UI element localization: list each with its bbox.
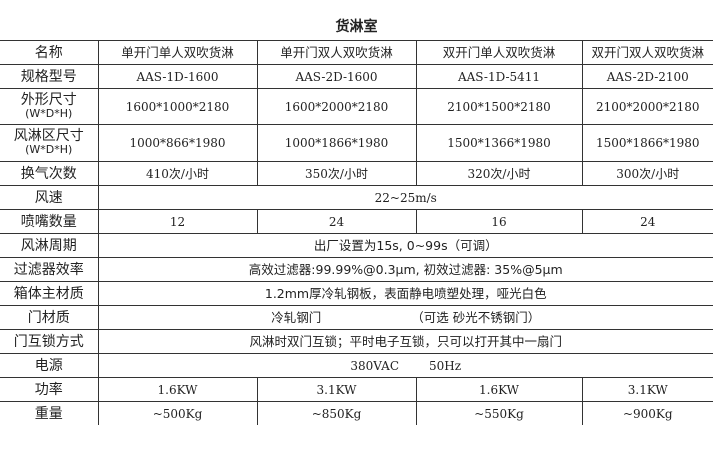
header-cell: 单开门双人双吹货淋 <box>256 40 417 65</box>
cell: AAS-1D-1600 <box>97 64 258 89</box>
table-row: 重量 ~500Kg ~850Kg ~550Kg ~900Kg <box>0 401 713 425</box>
spec-table: 名称 单开门单人双吹货淋 单开门双人双吹货淋 双开门单人双吹货淋 双开门双人双吹… <box>0 40 713 425</box>
cell: 1.2mm厚冷轧钢板，表面静电喷塑处理，哑光白色 <box>97 281 713 306</box>
row-label: 外形尺寸 (W*D*H) <box>0 88 99 125</box>
cell: 1000*866*1980 <box>97 124 258 162</box>
table-row: 风淋区尺寸 (W*D*H) 1000*866*1980 1000*1866*198… <box>0 124 713 162</box>
row-label: 箱体主材质 <box>0 281 99 306</box>
cell: 风淋时双门互锁；平时电子互锁，只可以打开其中一扇门 <box>97 329 713 354</box>
cell: ~550Kg <box>415 401 583 425</box>
header-cell: 单开门单人双吹货淋 <box>97 40 258 65</box>
row-label: 门材质 <box>0 305 99 330</box>
header-cell: 名称 <box>0 40 99 65</box>
cell: 16 <box>415 209 583 234</box>
cell: 24 <box>581 209 713 234</box>
page-title: 货淋室 <box>335 19 378 35</box>
cell: AAS-2D-1600 <box>256 64 417 89</box>
table-row: 外形尺寸 (W*D*H) 1600*1000*2180 1600*2000*218… <box>0 88 713 125</box>
row-label: 重量 <box>0 401 99 425</box>
cell: 300次/小时 <box>581 161 713 186</box>
table-row: 电源 380VAC 50Hz <box>0 353 713 378</box>
row-label: 过滤器效率 <box>0 257 99 282</box>
row-label: 门互锁方式 <box>0 329 99 354</box>
cell: 1600*2000*2180 <box>256 88 417 125</box>
cell: 2100*2000*2180 <box>581 88 713 125</box>
cell: AAS-1D-5411 <box>415 64 583 89</box>
table-row: 功率 1.6KW 3.1KW 1.6KW 3.1KW <box>0 377 713 402</box>
voltage: 380VAC <box>350 358 400 373</box>
cell: 12 <box>97 209 258 234</box>
cell: 320次/小时 <box>415 161 583 186</box>
row-label-main: 外形尺寸 <box>20 91 77 108</box>
row-label: 电源 <box>0 353 99 378</box>
row-label: 风淋周期 <box>0 233 99 258</box>
cell: AAS-2D-2100 <box>581 64 713 89</box>
cell: 1.6KW <box>415 377 583 402</box>
cell: 410次/小时 <box>97 161 258 186</box>
table-row: 过滤器效率 高效过滤器:99.99%@0.3μm, 初效过滤器: 35%@5μm <box>0 257 713 282</box>
cell: 出厂设置为15s, 0~99s（可调） <box>97 233 713 258</box>
header-cell: 双开门单人双吹货淋 <box>415 40 583 65</box>
cell: 22~25m/s <box>97 185 713 210</box>
table-row: 箱体主材质 1.2mm厚冷轧钢板，表面静电喷塑处理，哑光白色 <box>0 281 713 306</box>
table-row: 风速 22~25m/s <box>0 185 713 210</box>
table-row: 换气次数 410次/小时 350次/小时 320次/小时 300次/小时 <box>0 161 713 186</box>
table-row: 门互锁方式 风淋时双门互锁；平时电子互锁，只可以打开其中一扇门 <box>0 329 713 354</box>
cell: ~850Kg <box>256 401 417 425</box>
table-row: 风淋周期 出厂设置为15s, 0~99s（可调） <box>0 233 713 258</box>
door-material-value: 冷轧钢门 <box>271 309 322 325</box>
row-label: 功率 <box>0 377 99 402</box>
row-label: 风淋区尺寸 (W*D*H) <box>0 124 99 162</box>
row-label: 喷嘴数量 <box>0 209 99 234</box>
row-label-main: 风淋区尺寸 <box>13 128 84 144</box>
cell: 1500*1366*1980 <box>415 124 583 162</box>
cell: 1000*1866*1980 <box>256 124 417 162</box>
cell: 3.1KW <box>581 377 713 402</box>
header-cell: 双开门双人双吹货淋 <box>581 40 713 65</box>
cell: 1500*1866*1980 <box>581 124 713 162</box>
table-row: 规格型号 AAS-1D-1600 AAS-2D-1600 AAS-1D-5411… <box>0 64 713 89</box>
cell: 冷轧钢门 （可选 砂光不锈钢门） <box>97 305 713 330</box>
table-row: 门材质 冷轧钢门 （可选 砂光不锈钢门） <box>0 305 713 330</box>
row-label: 风速 <box>0 185 99 210</box>
row-label: 规格型号 <box>0 64 99 89</box>
cell: 2100*1500*2180 <box>415 88 583 125</box>
table-row: 喷嘴数量 12 24 16 24 <box>0 209 713 234</box>
cell: 3.1KW <box>256 377 417 402</box>
cell: ~500Kg <box>97 401 258 425</box>
door-material-option: （可选 砂光不锈钢门） <box>411 309 541 325</box>
row-label-sub: (W*D*H) <box>25 106 73 120</box>
cell: 高效过滤器:99.99%@0.3μm, 初效过滤器: 35%@5μm <box>97 257 713 282</box>
cell: 24 <box>256 209 417 234</box>
row-label: 换气次数 <box>0 161 99 186</box>
cell: 380VAC 50Hz <box>97 353 713 378</box>
header-row: 名称 单开门单人双吹货淋 单开门双人双吹货淋 双开门单人双吹货淋 双开门双人双吹… <box>0 40 713 65</box>
cell: 1.6KW <box>97 377 258 402</box>
cell: 1600*1000*2180 <box>97 88 258 125</box>
cell: ~900Kg <box>581 401 713 425</box>
cell: 350次/小时 <box>256 161 417 186</box>
frequency: 50Hz <box>429 358 462 373</box>
row-label-sub: (W*D*H) <box>25 143 73 156</box>
